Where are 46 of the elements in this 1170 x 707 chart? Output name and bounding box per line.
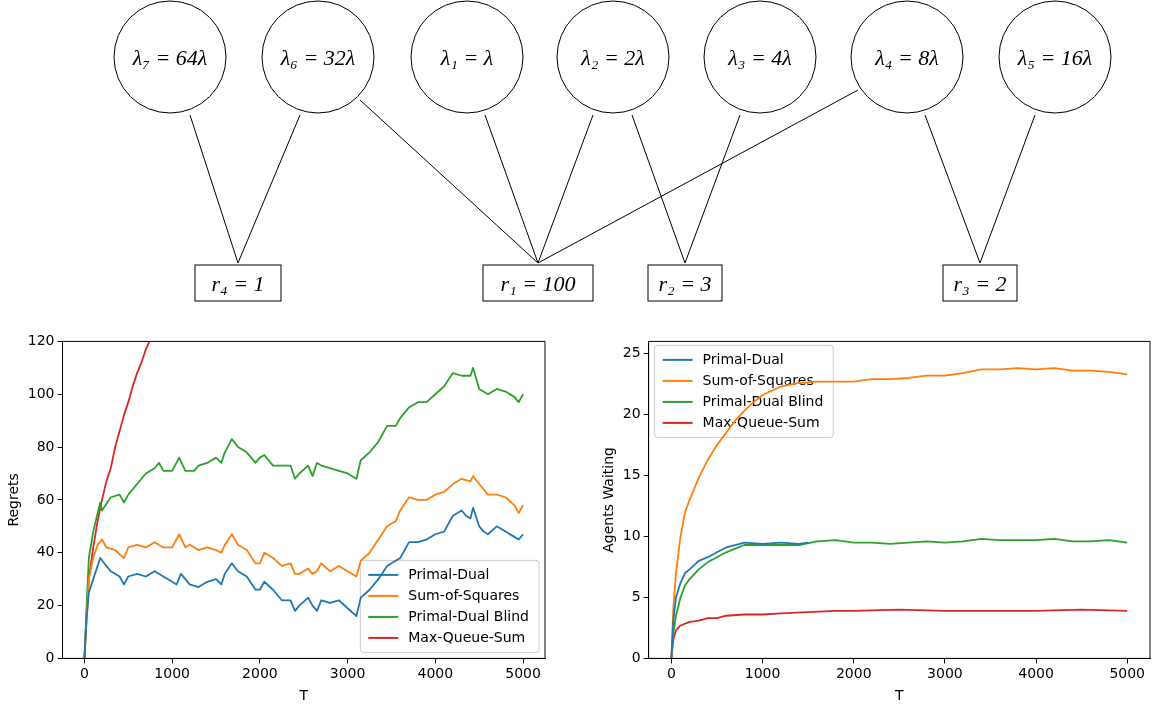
legend-label: Sum-of-Squares — [702, 371, 814, 388]
y-axis-title: Agents Waiting — [600, 447, 617, 553]
x-tick-label: 4000 — [417, 665, 454, 682]
x-axis-title: T — [298, 687, 309, 704]
y-tick-label: 10 — [622, 527, 641, 544]
y-tick-label: 80 — [36, 437, 55, 454]
x-tick-label: 1000 — [154, 665, 190, 682]
x-tick-label: 2000 — [242, 665, 278, 682]
text: r₄ = 1 — [211, 270, 265, 296]
text: λ₄ = 8λ — [874, 44, 939, 70]
legend-label: Primal-Dual — [408, 565, 490, 582]
y-tick-label: 40 — [36, 543, 55, 560]
text: λ₆ = 32λ — [279, 44, 356, 70]
x-tick-label: 3000 — [329, 665, 366, 682]
legend-label: Primal-Dual — [702, 350, 784, 367]
legend-label: Primal-Dual Blind — [408, 607, 529, 624]
y-tick-label: 5 — [631, 588, 641, 605]
legend-label: Max-Queue-Sum — [408, 628, 526, 645]
y-tick-label: 15 — [622, 466, 641, 483]
text: λ₃ = 4λ — [727, 44, 792, 70]
legend-label: Sum-of-Squares — [408, 586, 520, 603]
y-tick-label: 120 — [27, 332, 55, 349]
text: λ₂ = 2λ — [580, 44, 645, 70]
text: λ₇ = 64λ — [131, 44, 208, 70]
y-tick-label: 0 — [631, 649, 641, 666]
x-tick-label: 4000 — [1018, 665, 1054, 682]
text: λ₁ = λ — [439, 44, 494, 70]
text: r₂ = 3 — [658, 270, 712, 296]
y-tick-label: 0 — [45, 649, 55, 666]
text: λ₅ = 16λ — [1016, 44, 1093, 70]
y-tick-label: 60 — [36, 490, 55, 507]
x-axis-title: T — [894, 687, 905, 704]
y-tick-label: 25 — [622, 344, 641, 361]
y-tick-label: 100 — [27, 384, 55, 401]
text: r₁ = 100 — [500, 270, 576, 296]
x-tick-label: 5000 — [1109, 665, 1146, 682]
y-tick-label: 20 — [622, 405, 641, 422]
x-tick-label: 0 — [666, 665, 676, 682]
x-tick-label: 0 — [79, 665, 89, 682]
y-tick-label: 20 — [36, 596, 55, 613]
x-tick-label: 1000 — [744, 665, 781, 682]
x-tick-label: 2000 — [835, 665, 872, 682]
text: r₃ = 2 — [953, 270, 1007, 296]
x-tick-label: 3000 — [927, 665, 963, 682]
y-axis-title: Regrets — [5, 473, 22, 527]
x-tick-label: 5000 — [505, 665, 541, 682]
